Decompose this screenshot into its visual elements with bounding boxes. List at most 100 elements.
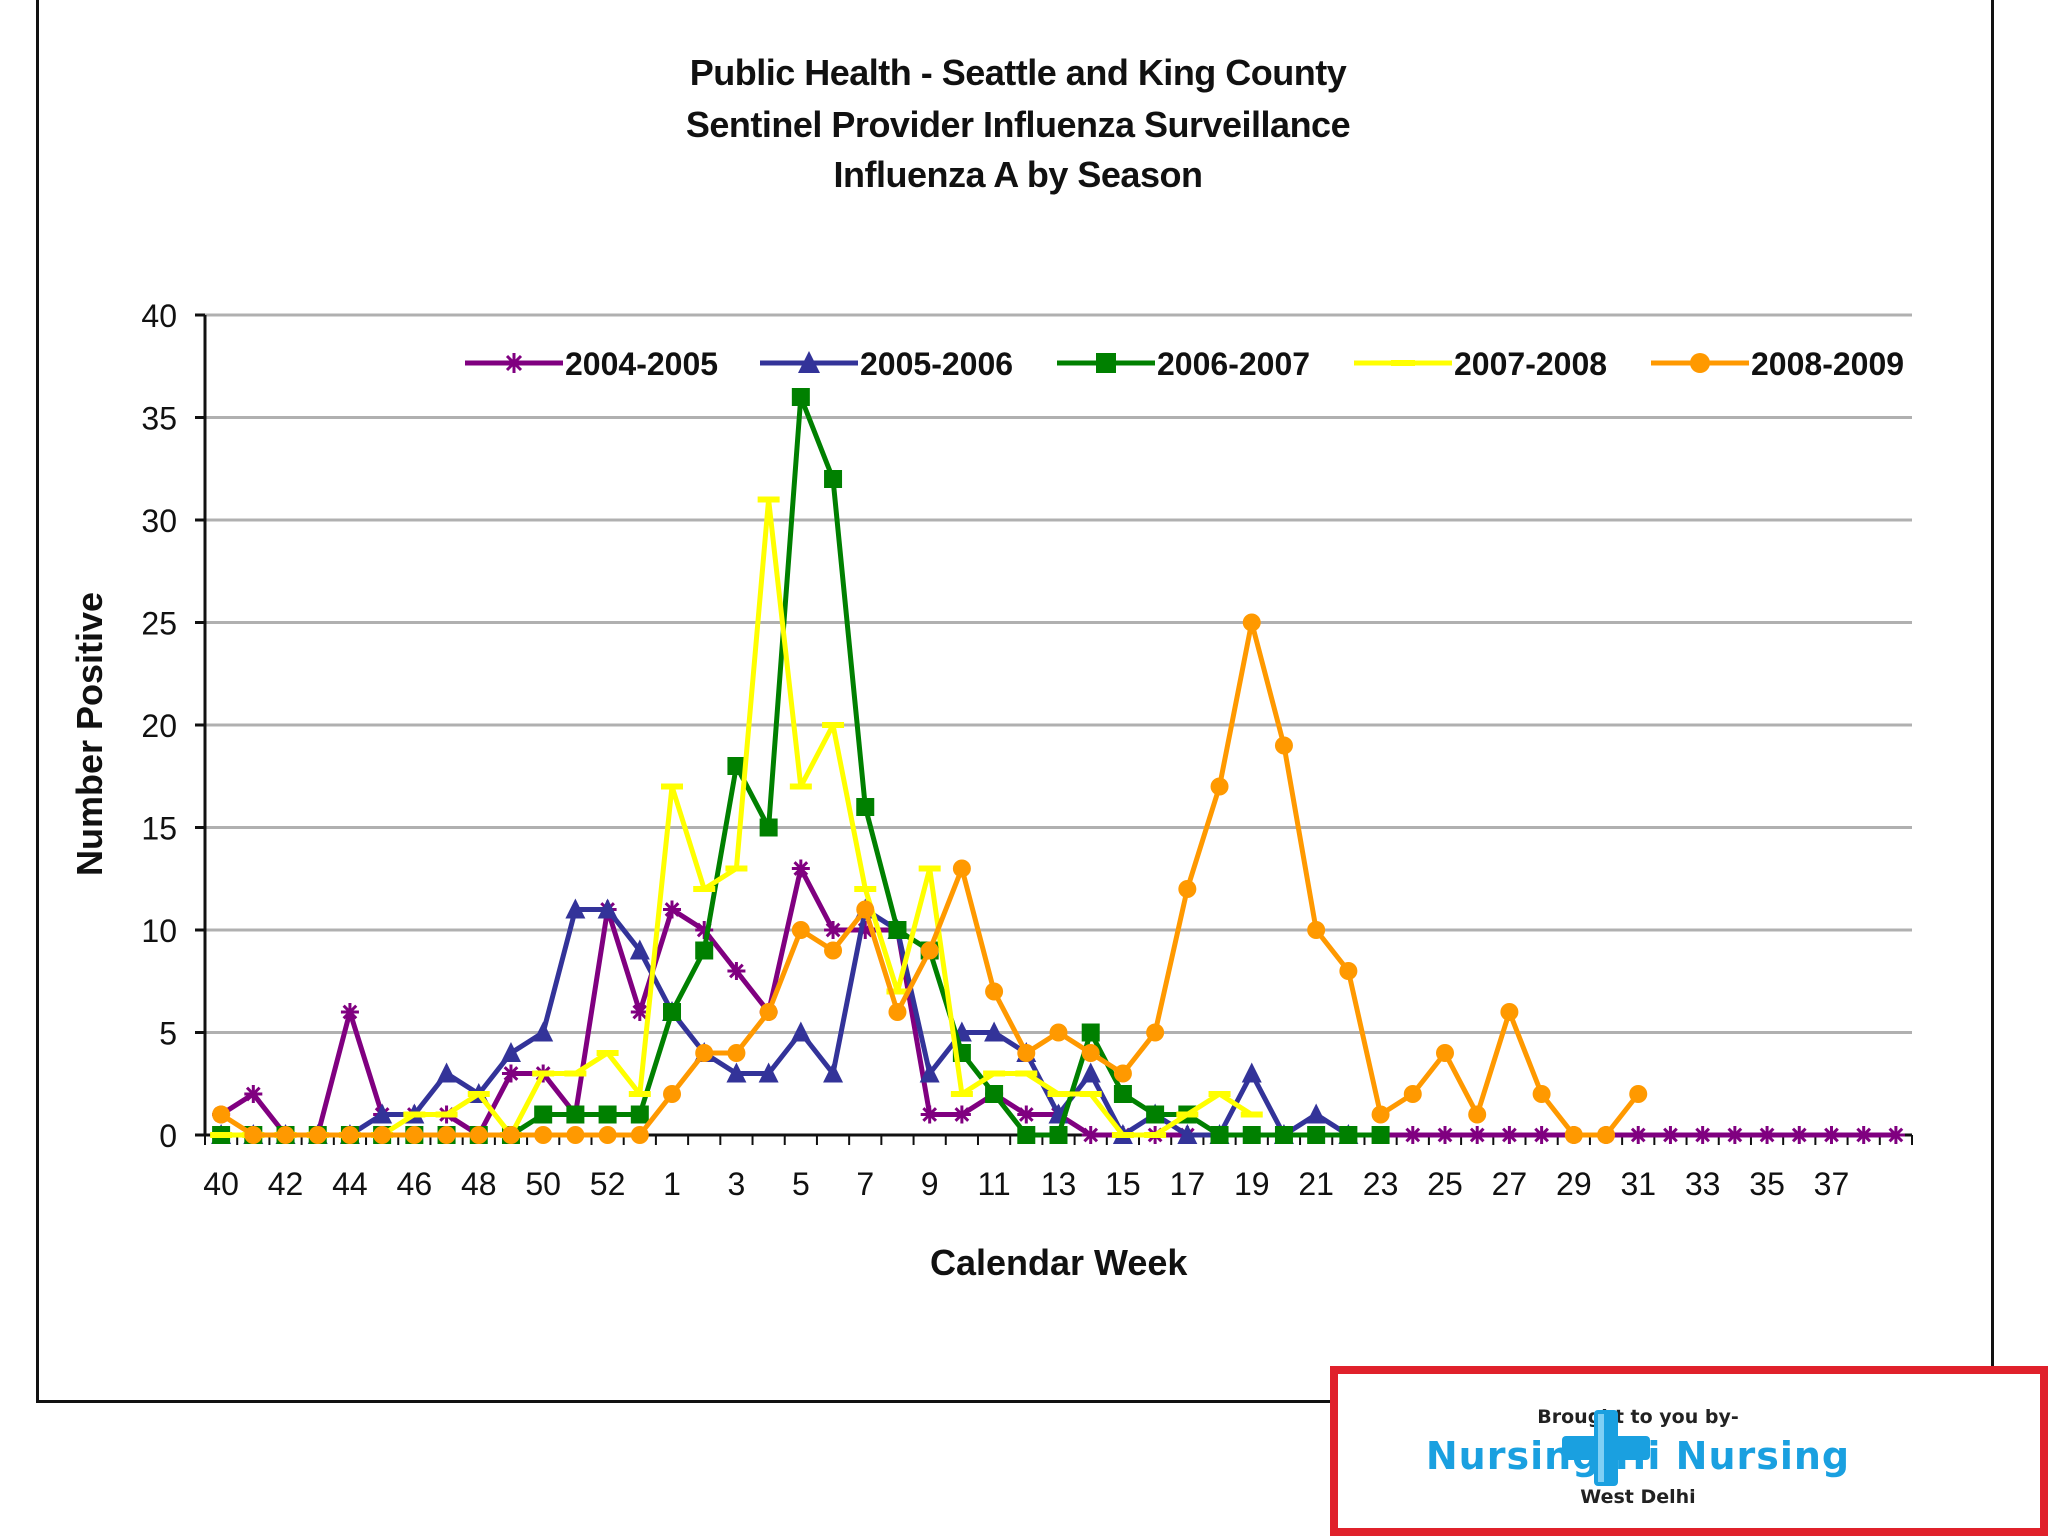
- data-point-2006-2007: [1274, 1126, 1293, 1144]
- data-point-2004-2005: [1403, 1126, 1422, 1144]
- data-point-2008-2009: [824, 941, 843, 960]
- sponsor-tagline: Brought to you by-: [1537, 1406, 1739, 1428]
- data-point-2008-2009: [1597, 1126, 1616, 1144]
- legend-marker-2004-2005: [504, 353, 524, 373]
- data-point-2008-2009: [1146, 1023, 1165, 1042]
- x-tick-label: 17: [1170, 1166, 1206, 1202]
- data-point-2004-2005: [1017, 1105, 1036, 1124]
- chart-title-line-1: Public Health - Seattle and King County: [689, 52, 1347, 93]
- y-tick-label: 35: [141, 401, 177, 437]
- data-point-2006-2007: [630, 1105, 649, 1124]
- data-point-2006-2007: [759, 818, 778, 837]
- data-point-2004-2005: [244, 1085, 263, 1103]
- x-tick-label: 50: [525, 1166, 561, 1202]
- data-point-2008-2009: [1371, 1105, 1390, 1124]
- data-point-2006-2007: [1081, 1023, 1100, 1042]
- data-point-2008-2009: [212, 1105, 231, 1124]
- data-point-2006-2007: [727, 757, 746, 775]
- data-point-2006-2007: [985, 1085, 1004, 1103]
- data-point-2008-2009: [663, 1085, 682, 1103]
- y-tick-label: 25: [141, 606, 177, 642]
- legend-marker-2005-2006: [798, 351, 820, 373]
- data-point-2004-2005: [340, 1003, 359, 1021]
- x-tick-label: 9: [921, 1166, 939, 1202]
- data-point-2008-2009: [1403, 1085, 1422, 1103]
- x-tick-label: 5: [792, 1166, 810, 1202]
- data-point-2006-2007: [598, 1105, 617, 1124]
- x-tick-label: 13: [1041, 1166, 1077, 1202]
- data-point-2008-2009: [340, 1126, 359, 1144]
- data-point-2005-2006: [597, 898, 618, 919]
- x-tick-label: 15: [1105, 1166, 1141, 1202]
- data-point-2008-2009: [1242, 613, 1261, 632]
- x-tick-label: 44: [332, 1166, 368, 1202]
- data-point-2008-2009: [1532, 1085, 1551, 1103]
- x-tick-label: 33: [1685, 1166, 1721, 1202]
- data-point-2005-2006: [984, 1021, 1005, 1042]
- data-point-2008-2009: [566, 1126, 585, 1144]
- data-point-2004-2005: [1629, 1126, 1648, 1144]
- data-point-2008-2009: [1307, 921, 1326, 939]
- data-point-2006-2007: [1371, 1126, 1390, 1144]
- x-tick-label: 42: [268, 1166, 304, 1202]
- data-point-2004-2005: [1435, 1126, 1454, 1144]
- x-tick-label: 19: [1234, 1166, 1270, 1202]
- data-point-2004-2005: [1693, 1126, 1712, 1144]
- data-point-2006-2007: [695, 941, 714, 960]
- data-point-2008-2009: [1564, 1126, 1583, 1144]
- x-tick-label: 7: [856, 1166, 874, 1202]
- data-point-2008-2009: [1017, 1044, 1036, 1062]
- x-tick-label: 23: [1363, 1166, 1399, 1202]
- data-point-2004-2005: [727, 962, 746, 980]
- data-point-2004-2005: [824, 921, 843, 939]
- legend-label-2007-2008: 2007-2008: [1454, 346, 1607, 382]
- data-point-2005-2006: [1306, 1103, 1327, 1124]
- data-point-2005-2006: [436, 1062, 457, 1083]
- x-tick-label: 31: [1620, 1166, 1656, 1202]
- data-point-2005-2006: [500, 1042, 521, 1062]
- x-axis-title: Calendar Week: [930, 1242, 1188, 1283]
- legend-label-2006-2007: 2006-2007: [1157, 346, 1310, 382]
- data-point-2006-2007: [1307, 1126, 1326, 1144]
- data-point-2006-2007: [1242, 1126, 1261, 1144]
- data-point-2006-2007: [888, 921, 907, 939]
- data-point-2005-2006: [372, 1103, 393, 1124]
- data-point-2005-2006: [533, 1021, 554, 1042]
- data-point-2008-2009: [308, 1126, 327, 1144]
- data-point-2006-2007: [1049, 1126, 1068, 1144]
- data-point-2004-2005: [1758, 1126, 1777, 1144]
- medical-cross-icon: [1562, 1410, 1650, 1486]
- data-point-2008-2009: [276, 1126, 295, 1144]
- data-point-2004-2005: [630, 1003, 649, 1021]
- legend-label-2005-2006: 2005-2006: [860, 346, 1013, 382]
- legend-marker-2008-2009: [1690, 353, 1710, 373]
- data-point-2008-2009: [1339, 962, 1358, 980]
- data-point-2005-2006: [758, 1062, 779, 1083]
- data-point-2006-2007: [1017, 1126, 1036, 1144]
- data-point-2006-2007: [1146, 1105, 1165, 1124]
- data-point-2004-2005: [920, 1105, 939, 1124]
- data-point-2005-2006: [726, 1062, 747, 1083]
- x-tick-label: 29: [1556, 1166, 1592, 1202]
- data-point-2008-2009: [759, 1003, 778, 1021]
- data-point-2008-2009: [1081, 1044, 1100, 1062]
- data-point-2005-2006: [1241, 1062, 1262, 1083]
- data-point-2004-2005: [1500, 1126, 1519, 1144]
- data-point-2008-2009: [244, 1126, 263, 1144]
- legend-marker-2006-2007: [1096, 353, 1116, 373]
- data-point-2008-2009: [791, 921, 810, 939]
- data-point-2004-2005: [1661, 1126, 1680, 1144]
- legend-label-2004-2005: 2004-2005: [565, 346, 718, 382]
- data-point-2004-2005: [1468, 1126, 1487, 1144]
- data-point-2008-2009: [1500, 1003, 1519, 1021]
- data-point-2008-2009: [534, 1126, 553, 1144]
- chart-title-line-2: Sentinel Provider Influenza Surveillance: [685, 104, 1351, 145]
- data-point-2008-2009: [695, 1044, 714, 1062]
- data-point-2008-2009: [598, 1126, 617, 1144]
- y-tick-label: 40: [141, 298, 177, 334]
- data-point-2008-2009: [1178, 880, 1197, 898]
- data-point-2005-2006: [823, 1062, 844, 1083]
- data-point-2008-2009: [985, 982, 1004, 1001]
- data-point-2006-2007: [856, 798, 875, 816]
